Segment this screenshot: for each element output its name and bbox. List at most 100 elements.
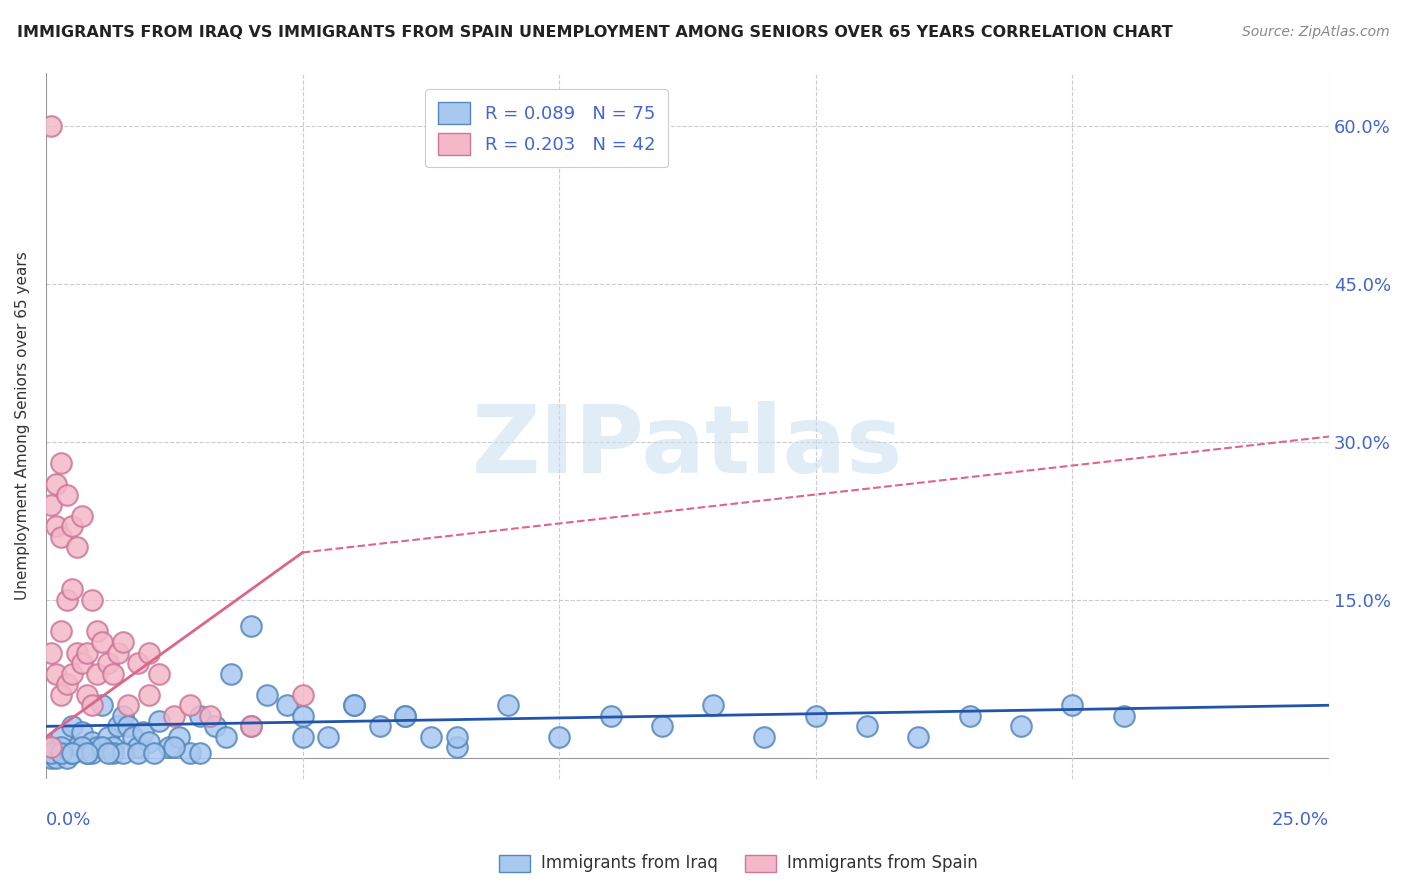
Point xyxy=(214,730,236,744)
Point xyxy=(55,751,77,765)
Point xyxy=(240,719,263,733)
Point xyxy=(496,698,519,713)
Point xyxy=(76,646,98,660)
Point xyxy=(82,698,104,713)
Point xyxy=(240,619,263,633)
Point xyxy=(291,688,314,702)
Point xyxy=(219,666,242,681)
Point xyxy=(959,708,981,723)
Point xyxy=(122,730,145,744)
Point xyxy=(55,487,77,501)
Point xyxy=(66,740,89,755)
Point xyxy=(86,624,108,639)
Point xyxy=(138,646,160,660)
Point xyxy=(82,593,104,607)
Point xyxy=(754,730,776,744)
Point xyxy=(55,677,77,691)
Point xyxy=(138,735,160,749)
Point xyxy=(39,746,62,760)
Text: 0.0%: 0.0% xyxy=(46,811,91,829)
Point xyxy=(86,740,108,755)
Point xyxy=(45,477,67,491)
Point xyxy=(55,593,77,607)
Point xyxy=(804,708,827,723)
Point xyxy=(148,714,170,728)
Point xyxy=(1062,698,1084,713)
Legend: R = 0.089   N = 75, R = 0.203   N = 42: R = 0.089 N = 75, R = 0.203 N = 42 xyxy=(425,89,668,168)
Point xyxy=(291,730,314,744)
Point xyxy=(70,508,93,523)
Text: Immigrants from Spain: Immigrants from Spain xyxy=(787,855,979,872)
Point xyxy=(343,698,366,713)
Point xyxy=(82,746,104,760)
Point xyxy=(96,656,118,670)
Point xyxy=(70,724,93,739)
Point xyxy=(169,730,191,744)
Point xyxy=(446,740,468,755)
Point xyxy=(107,719,129,733)
Y-axis label: Unemployment Among Seniors over 65 years: Unemployment Among Seniors over 65 years xyxy=(15,252,30,600)
Point xyxy=(276,698,298,713)
Point xyxy=(419,730,441,744)
Point xyxy=(60,719,83,733)
Point xyxy=(117,698,139,713)
Point xyxy=(117,719,139,733)
Text: Source: ZipAtlas.com: Source: ZipAtlas.com xyxy=(1241,25,1389,39)
Point xyxy=(51,624,73,639)
Point xyxy=(70,656,93,670)
Point xyxy=(138,688,160,702)
Point xyxy=(91,635,114,649)
Point xyxy=(76,688,98,702)
Text: IMMIGRANTS FROM IRAQ VS IMMIGRANTS FROM SPAIN UNEMPLOYMENT AMONG SENIORS OVER 65: IMMIGRANTS FROM IRAQ VS IMMIGRANTS FROM … xyxy=(17,25,1173,40)
Point xyxy=(51,456,73,470)
Point xyxy=(60,746,83,760)
Point xyxy=(66,646,89,660)
Point xyxy=(39,646,62,660)
Point xyxy=(39,498,62,512)
Point xyxy=(394,708,416,723)
Point xyxy=(51,688,73,702)
Point xyxy=(45,519,67,533)
Point xyxy=(256,688,278,702)
Point xyxy=(163,708,186,723)
Point xyxy=(240,719,263,733)
Point xyxy=(91,740,114,755)
Point xyxy=(651,719,673,733)
Point xyxy=(127,656,149,670)
Point xyxy=(96,746,118,760)
Point xyxy=(66,540,89,554)
Point xyxy=(51,746,73,760)
Point xyxy=(51,730,73,744)
Point xyxy=(111,746,134,760)
Point xyxy=(60,582,83,597)
Point xyxy=(51,530,73,544)
Point xyxy=(86,666,108,681)
Point xyxy=(45,751,67,765)
Point xyxy=(316,730,339,744)
Point xyxy=(45,666,67,681)
Text: ZIPatlas: ZIPatlas xyxy=(472,401,903,493)
Point xyxy=(76,746,98,760)
Point xyxy=(101,740,124,755)
Point xyxy=(91,698,114,713)
Point xyxy=(343,698,366,713)
Point xyxy=(179,698,201,713)
Point xyxy=(45,746,67,760)
Point xyxy=(599,708,621,723)
Point xyxy=(200,708,222,723)
Point xyxy=(70,740,93,755)
Point xyxy=(148,666,170,681)
Point xyxy=(188,746,211,760)
Point xyxy=(204,719,226,733)
Point xyxy=(446,730,468,744)
Point xyxy=(60,666,83,681)
Point xyxy=(1010,719,1032,733)
Point xyxy=(111,635,134,649)
Point xyxy=(179,746,201,760)
Point xyxy=(127,746,149,760)
Point xyxy=(188,708,211,723)
Point xyxy=(39,740,62,755)
Point xyxy=(142,746,165,760)
Point xyxy=(368,719,391,733)
Point xyxy=(127,740,149,755)
